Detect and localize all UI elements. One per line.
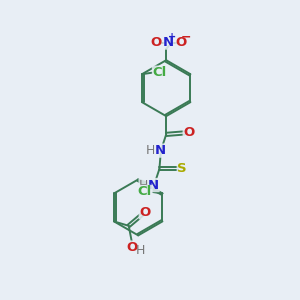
Text: −: − (180, 31, 191, 44)
Text: N: N (155, 144, 166, 157)
Text: S: S (177, 162, 187, 175)
Text: H: H (139, 178, 148, 191)
Text: N: N (148, 178, 159, 191)
Text: H: H (136, 244, 145, 257)
Text: Cl: Cl (152, 66, 167, 79)
Text: O: O (175, 36, 187, 49)
Text: H: H (146, 144, 155, 157)
Text: O: O (139, 206, 151, 219)
Text: Cl: Cl (138, 185, 152, 199)
Text: O: O (183, 126, 194, 140)
Text: O: O (151, 36, 162, 49)
Text: +: + (168, 32, 176, 42)
Text: O: O (126, 241, 137, 254)
Text: N: N (163, 36, 174, 49)
